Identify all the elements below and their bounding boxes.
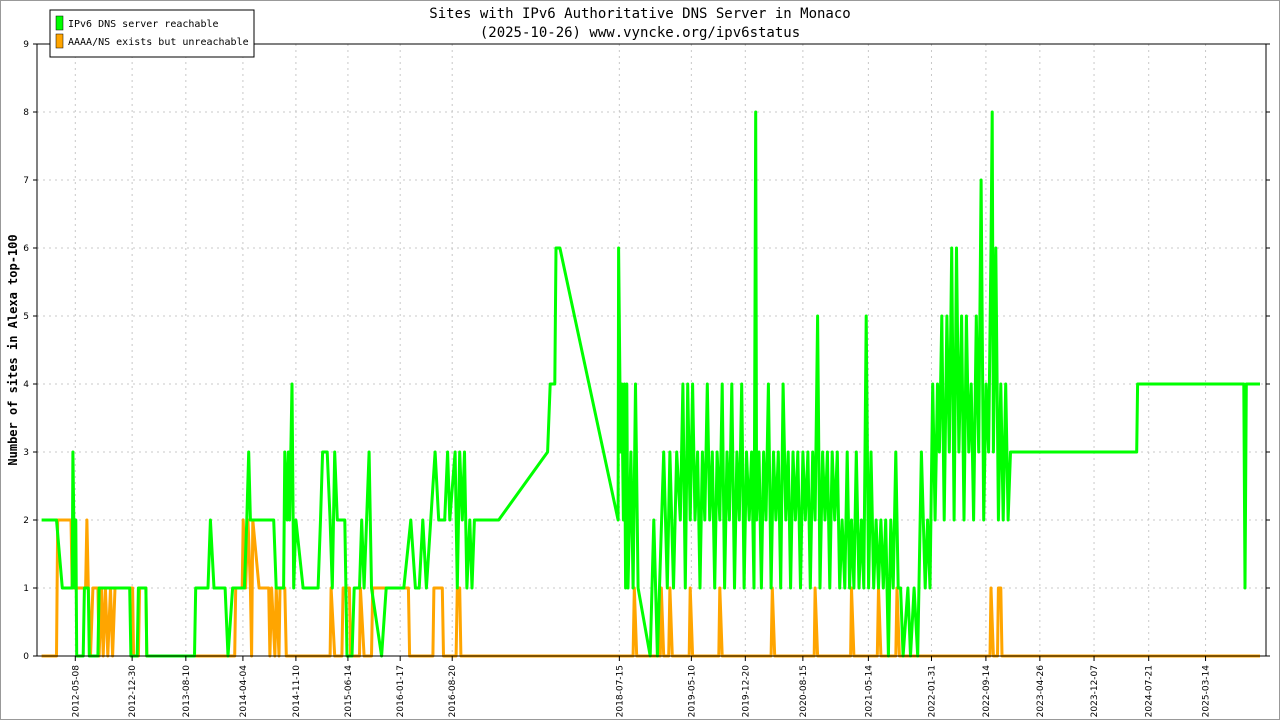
x-tick-label: 2016-08-20 bbox=[448, 665, 458, 718]
x-tick-label: 2014-11-10 bbox=[292, 665, 302, 718]
legend-box bbox=[49, 9, 255, 58]
plot-frame bbox=[36, 43, 1267, 657]
x-tick-label: 2015-06-14 bbox=[344, 665, 354, 718]
legend-label-unreachable: AAAA/NS exists but unreachable bbox=[68, 37, 249, 48]
x-tick-label: 2018-07-15 bbox=[615, 665, 625, 717]
y-tick-label: 9 bbox=[23, 40, 29, 50]
x-tick-label: 2020-08-15 bbox=[799, 665, 809, 717]
y-tick-label: 7 bbox=[23, 176, 29, 186]
y-axis-label: Number of sites in Alexa top-100 bbox=[6, 234, 20, 465]
legend-label-reachable: IPv6 DNS server reachable bbox=[68, 19, 219, 30]
y-tick-label: 4 bbox=[23, 380, 29, 390]
x-axis: 2012-05-08 2012-12-30 2013-08-10 2014-04-04… bbox=[71, 656, 1212, 718]
x-tick-label: 2016-01-17 bbox=[396, 665, 406, 717]
y-tick-label: 8 bbox=[23, 108, 29, 118]
legend-swatch-reachable bbox=[55, 15, 64, 31]
x-tick-label: 2013-08-10 bbox=[182, 665, 192, 718]
legend-swatch-unreachable bbox=[55, 33, 64, 49]
x-tick-label: 2025-03-14 bbox=[1202, 665, 1212, 718]
x-tick-label: 2012-12-30 bbox=[128, 665, 138, 718]
x-tick-label: 2022-01-31 bbox=[927, 665, 937, 717]
x-tick-label: 2019-05-10 bbox=[687, 665, 697, 718]
y-tick-label: 2 bbox=[23, 516, 29, 526]
y-tick-label: 0 bbox=[23, 652, 29, 662]
x-tick-label: 2019-12-20 bbox=[741, 665, 751, 718]
chart-title: Sites with IPv6 Authoritative DNS Server… bbox=[429, 6, 850, 22]
x-tick-label: 2012-05-08 bbox=[71, 665, 81, 718]
x-tick-label: 2024-07-21 bbox=[1145, 665, 1155, 717]
y-tick-label: 1 bbox=[23, 584, 29, 594]
legend: IPv6 DNS server reachable AAAA/NS exists… bbox=[49, 9, 255, 58]
y-tick-label: 6 bbox=[23, 244, 29, 254]
x-tick-label: 2023-12-07 bbox=[1090, 665, 1100, 717]
y-tick-label: 3 bbox=[23, 448, 29, 458]
series-line-reachable bbox=[41, 110, 1260, 658]
x-tick-label: 2014-04-04 bbox=[239, 665, 249, 718]
x-tick-label: 2022-09-14 bbox=[982, 665, 992, 718]
y-tick-label: 5 bbox=[23, 312, 29, 322]
x-tick-label: 2021-05-14 bbox=[864, 665, 874, 718]
y-axis: 0 1 2 3 4 5 6 7 8 9 bbox=[23, 40, 1270, 662]
x-tick-label: 2023-04-26 bbox=[1036, 665, 1046, 718]
chart-subtitle: (2025-10-26) www.vyncke.org/ipv6status bbox=[480, 25, 800, 41]
